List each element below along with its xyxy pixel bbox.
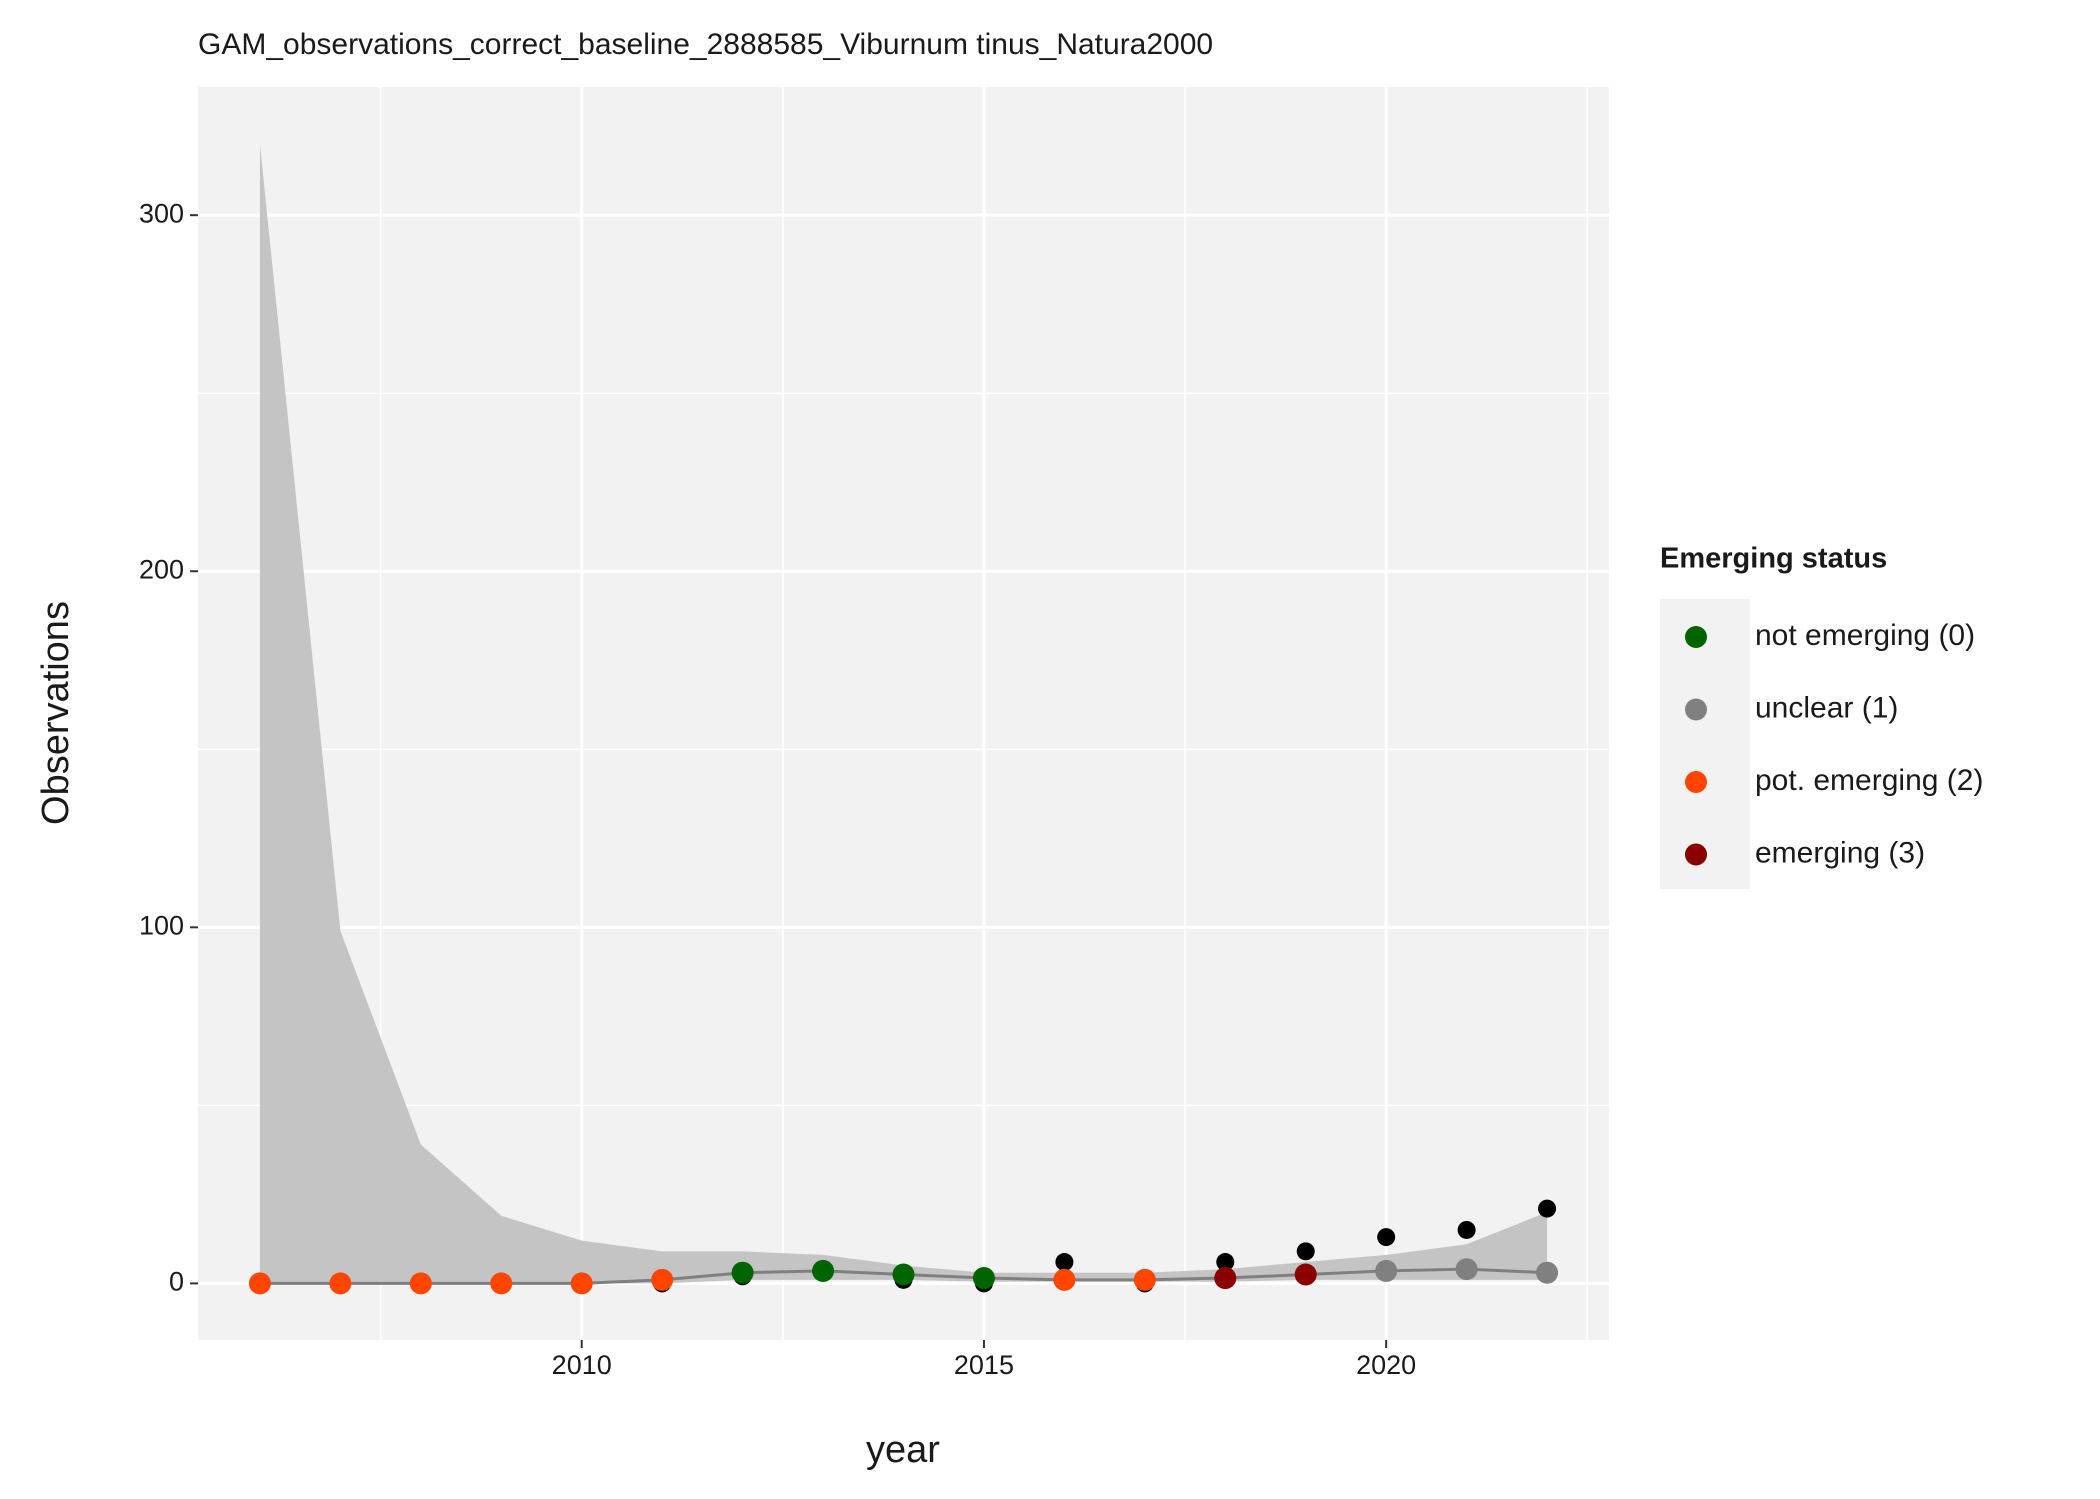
legend-key <box>1685 626 1707 648</box>
fit-point <box>1375 1259 1398 1282</box>
y-tick-label: 200 <box>139 554 184 584</box>
observation-point <box>1055 1253 1074 1272</box>
legend-key <box>1685 843 1707 866</box>
legend-key-bg <box>1660 599 1750 889</box>
fit-point <box>1455 1258 1478 1281</box>
observation-point <box>1377 1228 1396 1247</box>
fit-point <box>731 1261 754 1284</box>
fit-point <box>1536 1261 1559 1284</box>
y-tick-label: 100 <box>139 910 184 940</box>
observation-point <box>1457 1220 1476 1239</box>
fit-point <box>651 1268 674 1291</box>
legend-title: Emerging status <box>1660 543 1887 575</box>
legend-label: unclear (1) <box>1755 691 1898 724</box>
legend-label: not emerging (0) <box>1755 619 1975 652</box>
observation-point <box>1216 1253 1235 1272</box>
fit-point <box>490 1272 513 1295</box>
fit-point <box>1053 1268 1076 1291</box>
legend-key <box>1685 771 1707 793</box>
legend-label: pot. emerging (2) <box>1755 764 1983 797</box>
x-axis-title: year <box>866 1429 940 1471</box>
legend-key <box>1685 698 1707 721</box>
panel <box>198 87 1609 1340</box>
fit-point <box>329 1272 352 1295</box>
fit-point <box>892 1263 915 1286</box>
y-tick-label: 300 <box>139 198 184 228</box>
y-axis-title: Observations <box>35 601 77 825</box>
legend-label: emerging (3) <box>1755 836 1925 869</box>
x-tick-label: 2010 <box>552 1350 612 1380</box>
fit-point <box>812 1259 835 1282</box>
fit-point <box>570 1272 593 1295</box>
fit-point <box>1214 1267 1237 1290</box>
fit-point <box>1294 1263 1317 1286</box>
fit-point <box>409 1272 432 1295</box>
observation-point <box>1296 1242 1315 1261</box>
fit-point <box>248 1272 271 1295</box>
x-tick-label: 2020 <box>1356 1350 1416 1380</box>
chart-title: GAM_observations_correct_baseline_288858… <box>198 28 1213 61</box>
confidence-ribbon <box>259 143 1548 1284</box>
observation-point <box>1538 1199 1557 1218</box>
fit-point <box>972 1267 995 1290</box>
y-tick-label: 0 <box>169 1267 184 1297</box>
fit-point <box>1133 1268 1156 1291</box>
x-tick-label: 2015 <box>954 1350 1014 1380</box>
